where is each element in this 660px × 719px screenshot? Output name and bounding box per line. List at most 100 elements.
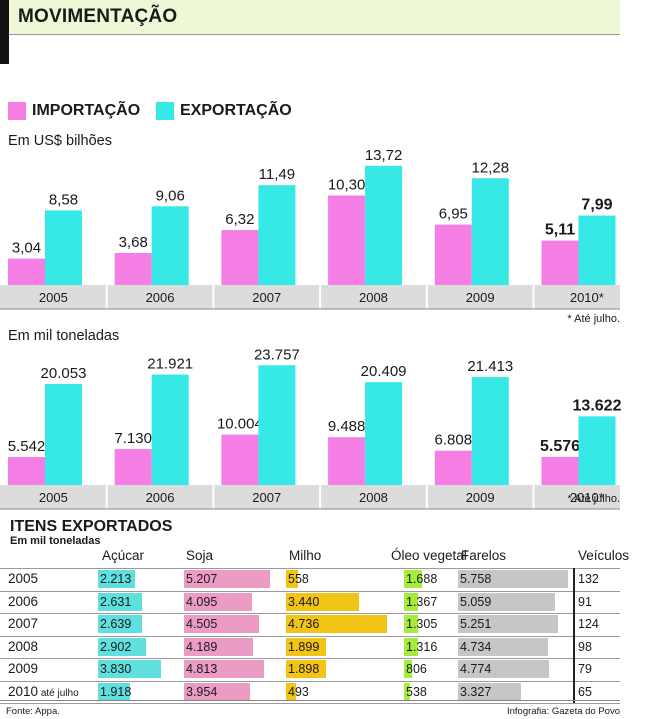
cell-value-milho: 1.898 — [288, 662, 320, 676]
bar-import-2009 — [434, 450, 472, 485]
legend-import-swatch — [8, 102, 26, 120]
cell-oleo: 1.367 — [404, 592, 458, 611]
cell-farelos: 4.734 — [458, 637, 574, 656]
cell-value-milho: 3.440 — [288, 594, 320, 609]
cell-milho: 558 — [286, 570, 404, 588]
table-row-line — [0, 703, 620, 704]
cell-value-farelos: 3.327 — [460, 684, 492, 699]
data-label-export-2006: 9,06 — [156, 187, 185, 204]
table-row-line — [0, 635, 620, 637]
cell-milho: 3.440 — [286, 592, 404, 611]
title-accent-bar — [0, 0, 9, 64]
cell-value-soja: 5.207 — [186, 572, 218, 586]
cell-milho: 493 — [286, 682, 404, 701]
cell-value-soja: 4.813 — [186, 662, 218, 676]
cell-acucar: 3.830 — [98, 660, 184, 678]
data-label-import-2006: 7.130 — [114, 430, 152, 447]
cell-milho: 4.736 — [286, 615, 404, 633]
x-tick-label-2008: 2008 — [359, 490, 388, 505]
cell-soja: 4.189 — [184, 637, 286, 656]
cell-bar-milho — [286, 570, 298, 588]
cell-farelos: 5.758 — [458, 570, 574, 588]
cell-soja: 5.207 — [184, 570, 286, 588]
row-year: 2007 — [8, 616, 39, 631]
cell-bar-acucar — [98, 592, 142, 611]
bar-export-2008 — [365, 382, 403, 485]
cell-value-oleo: 1.367 — [406, 594, 438, 609]
legend-import-label: IMPORTAÇÃO — [32, 102, 141, 119]
bar-export-2006 — [151, 206, 189, 285]
cell-farelos: 4.774 — [458, 660, 574, 678]
cell-oleo: 538 — [404, 682, 458, 701]
x-tick-label-2005: 2005 — [39, 290, 68, 305]
cell-oleo: 806 — [404, 660, 458, 678]
cell-value-soja: 3.954 — [186, 684, 218, 699]
row-year: 2008 — [8, 638, 39, 654]
cell-value-soja: 4.095 — [186, 594, 218, 609]
cell-soja: 4.505 — [184, 615, 286, 633]
cell-value-farelos: 5.251 — [460, 617, 492, 631]
table-row: 2009 3.830 4.813 1.898 806 4.774 79 — [0, 658, 620, 680]
cell-acucar: 2.902 — [98, 637, 184, 656]
cell-bar-acucar — [98, 637, 146, 656]
x-tick-label-2009: 2009 — [466, 290, 495, 305]
chart-tons-footnote: * Até julho. — [567, 493, 620, 505]
column-header-milho: Milho — [289, 548, 322, 563]
cell-value-milho: 493 — [288, 684, 309, 699]
column-header-oleo: Óleo vegetal — [391, 548, 467, 563]
cell-value-acucar: 2.639 — [100, 617, 132, 631]
page-title: MOVIMENTAÇÃO — [18, 6, 178, 27]
cell-acucar: 2.213 — [98, 570, 184, 588]
bar-export-2007 — [258, 365, 296, 485]
x-tick-label-2005: 2005 — [39, 490, 68, 505]
cell-bar-oleo — [404, 682, 410, 701]
data-label-import-2006: 3,68 — [119, 234, 148, 251]
cell-veiculos: 132 — [574, 570, 620, 588]
cell-bar-milho — [286, 637, 327, 656]
cell-bar-farelos — [458, 570, 568, 588]
cell-bar-milho — [286, 592, 359, 611]
cell-acucar: 2.631 — [98, 592, 184, 611]
data-label-export-2008: 20.409 — [361, 363, 407, 380]
cell-value-veiculos: 79 — [578, 662, 592, 676]
x-tick-label-2007: 2007 — [252, 490, 281, 505]
cell-bar-oleo — [404, 592, 419, 611]
bar-import-2008 — [328, 437, 366, 485]
data-label-import-2005: 5.542 — [8, 438, 46, 455]
data-label-export-2007: 23.757 — [254, 346, 300, 363]
row-year-note: até julho — [38, 687, 79, 699]
cell-value-acucar: 2.213 — [100, 572, 132, 586]
cell-value-oleo: 538 — [406, 684, 427, 699]
bar-import-2010 — [541, 240, 579, 285]
x-tick-label-2007: 2007 — [252, 290, 281, 305]
bar-import-2005 — [8, 457, 45, 485]
cell-bar-milho — [286, 660, 327, 678]
cell-bar-soja — [184, 615, 259, 633]
row-year: 2005 — [8, 571, 39, 586]
vehicle-column-line — [573, 568, 575, 703]
data-label-import-2010: 5,11 — [545, 222, 575, 239]
data-label-import-2009: 6,95 — [439, 206, 468, 223]
cell-bar-soja — [184, 660, 264, 678]
cell-value-farelos: 4.734 — [460, 639, 492, 654]
cell-soja: 4.813 — [184, 660, 286, 678]
cell-bar-acucar — [98, 570, 135, 588]
column-header-acucar: Açúcar — [102, 548, 145, 563]
bar-export-2009 — [471, 178, 509, 285]
cell-veiculos: 65 — [574, 683, 620, 701]
chart-usd: 3,04 8,58 2005 3,68 9,06 2006 6,32 11,49 2007 10,… — [0, 147, 620, 310]
table-top-line — [0, 568, 620, 569]
x-axis-band — [0, 485, 620, 509]
cell-bar-acucar — [98, 615, 142, 633]
cell-veiculos: 98 — [574, 638, 620, 656]
x-tick-label-2010: 2010* — [570, 290, 604, 305]
cell-value-soja: 4.505 — [186, 617, 218, 631]
cell-bar-soja — [184, 637, 254, 656]
cell-oleo: 1.688 — [404, 570, 458, 588]
data-label-export-2008: 13,72 — [365, 147, 403, 164]
cell-value-veiculos: 91 — [578, 594, 592, 609]
bar-import-2007 — [221, 434, 259, 485]
chart-tons: 5.542 20.053 2005 7.130 21.921 2006 10.004 23.7… — [0, 346, 622, 510]
cell-value-acucar: 1.918 — [100, 684, 132, 699]
data-label-export-2007: 11,49 — [259, 166, 295, 183]
